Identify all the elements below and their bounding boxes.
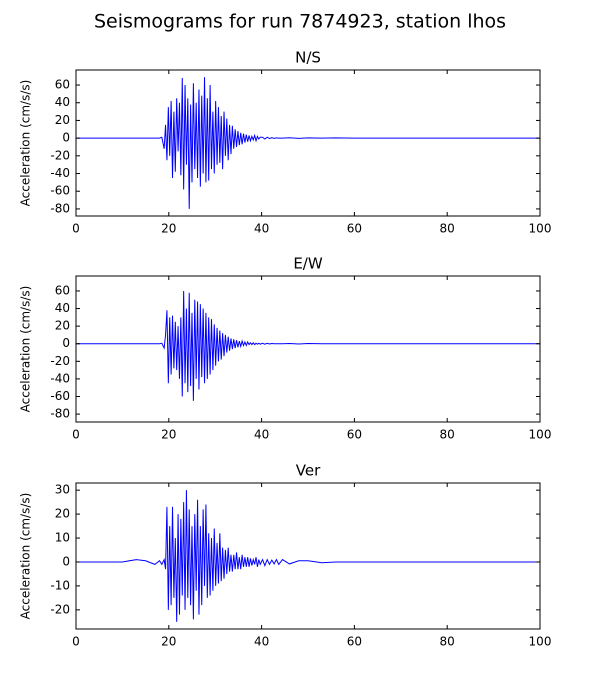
y-tick-label: -60 [50,184,70,198]
seismogram-line [76,490,540,622]
y-tick-label: 40 [55,95,70,109]
y-tick-label: 10 [55,531,70,545]
y-axis-label: Acceleration (cm/s/s) [19,493,33,620]
y-tick-label: 0 [62,131,70,145]
x-tick-label: 60 [347,222,362,236]
y-tick-label: -20 [50,602,70,616]
x-tick-label: 20 [161,635,176,649]
subplot-title: Ver [296,462,321,480]
y-tick-label: 20 [55,507,70,521]
y-tick-label: -20 [50,354,70,368]
x-tick-label: 40 [254,222,269,236]
axes-frame [75,69,541,217]
x-tick-label: 60 [347,635,362,649]
x-tick-label: 80 [440,222,455,236]
seismogram-line [76,290,540,401]
y-tick-label: 30 [55,483,70,497]
y-tick-label: -60 [50,389,70,403]
y-axis-label: Acceleration (cm/s/s) [19,286,33,413]
y-tick-label: 60 [55,283,70,297]
seismogram-line [76,77,540,209]
y-tick-label: -80 [50,201,70,215]
x-tick-label: 60 [347,428,362,442]
y-tick-label: 20 [55,113,70,127]
x-tick-label: 40 [254,428,269,442]
plot-area [76,290,540,401]
subplot-title: N/S [295,49,321,67]
y-tick-label: 0 [62,554,70,568]
x-tick-label: 40 [254,635,269,649]
x-tick-label: 80 [440,635,455,649]
y-tick-label: -40 [50,371,70,385]
subplot: N/S Acceleration (cm/s/s) 0 20 40 60 80 100 -80 -… [19,49,552,236]
x-tick-label: 100 [529,222,552,236]
axes-frame [75,482,541,630]
y-axis-label: Acceleration (cm/s/s) [19,80,33,207]
y-tick-label: -20 [50,148,70,162]
y-tick-label: 0 [62,336,70,350]
x-tick-label: 80 [440,428,455,442]
figure-title: Seismograms for run 7874923, station lho… [94,11,506,33]
y-tick-label: -80 [50,407,70,421]
x-tick-label: 0 [72,635,80,649]
x-tick-label: 0 [72,222,80,236]
y-tick-label: 40 [55,301,70,315]
y-tick-label: 20 [55,319,70,333]
x-tick-label: 100 [529,635,552,649]
subplot: E/W Acceleration (cm/s/s) 0 20 40 60 80 100 -80 -… [19,255,552,442]
x-tick-label: 100 [529,428,552,442]
axes-frame [75,275,541,423]
x-tick-label: 0 [72,428,80,442]
plot-area [76,77,540,209]
y-tick-label: 60 [55,78,70,92]
y-tick-label: -40 [50,166,70,180]
x-tick-label: 20 [161,428,176,442]
plot-area [76,490,540,622]
subplot-title: E/W [293,255,323,273]
x-tick-label: 20 [161,222,176,236]
y-tick-label: -10 [50,578,70,592]
